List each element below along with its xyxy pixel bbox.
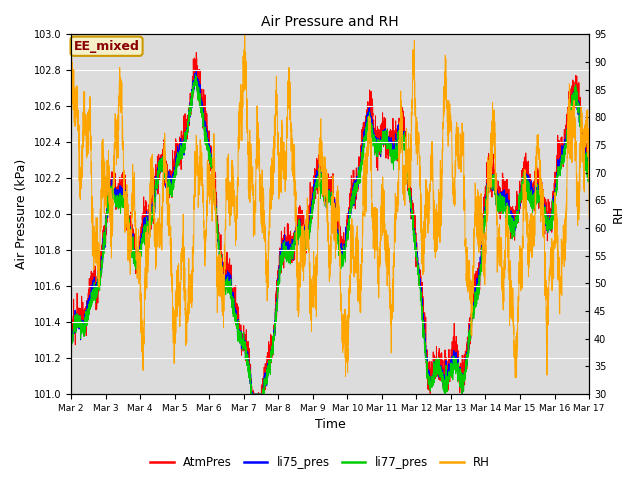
AtmPres [444, 377, 451, 383]
RH [570, 124, 577, 130]
li75_pres [314, 170, 321, 176]
RH [67, 80, 75, 85]
li77_pres [444, 383, 451, 388]
li77_pres [247, 391, 255, 397]
li77_pres [544, 223, 552, 229]
RH [289, 173, 297, 179]
RH [241, 33, 248, 38]
Title: Air Pressure and RH: Air Pressure and RH [261, 15, 399, 29]
li75_pres [67, 341, 75, 347]
li75_pres [585, 164, 593, 169]
Legend: AtmPres, li75_pres, li77_pres, RH: AtmPres, li75_pres, li77_pres, RH [145, 452, 495, 474]
li75_pres [570, 99, 577, 105]
RH [585, 215, 593, 221]
Text: EE_mixed: EE_mixed [74, 40, 140, 53]
li75_pres [289, 246, 297, 252]
RH [544, 286, 552, 292]
Line: li75_pres: li75_pres [71, 70, 589, 394]
RH [285, 88, 292, 94]
AtmPres [285, 250, 292, 255]
li77_pres [570, 101, 577, 107]
AtmPres [193, 49, 200, 55]
li77_pres [314, 174, 321, 180]
RH [444, 130, 451, 135]
li75_pres [193, 67, 200, 73]
li75_pres [285, 251, 292, 257]
Y-axis label: Air Pressure (kPa): Air Pressure (kPa) [15, 159, 28, 269]
AtmPres [289, 243, 297, 249]
li77_pres [585, 168, 593, 174]
X-axis label: Time: Time [315, 419, 346, 432]
AtmPres [570, 104, 577, 110]
li75_pres [444, 377, 451, 383]
Line: li77_pres: li77_pres [71, 75, 589, 394]
li75_pres [248, 391, 256, 397]
AtmPres [544, 218, 552, 224]
Y-axis label: RH: RH [612, 205, 625, 223]
li77_pres [67, 343, 75, 348]
AtmPres [585, 136, 593, 142]
li77_pres [285, 260, 292, 266]
AtmPres [67, 336, 75, 342]
Line: RH: RH [71, 36, 589, 377]
Line: AtmPres: AtmPres [71, 52, 589, 394]
AtmPres [247, 391, 255, 397]
li75_pres [544, 225, 552, 230]
RH [511, 374, 519, 380]
RH [314, 257, 321, 263]
li77_pres [289, 250, 297, 256]
li77_pres [192, 72, 200, 78]
AtmPres [314, 163, 321, 169]
